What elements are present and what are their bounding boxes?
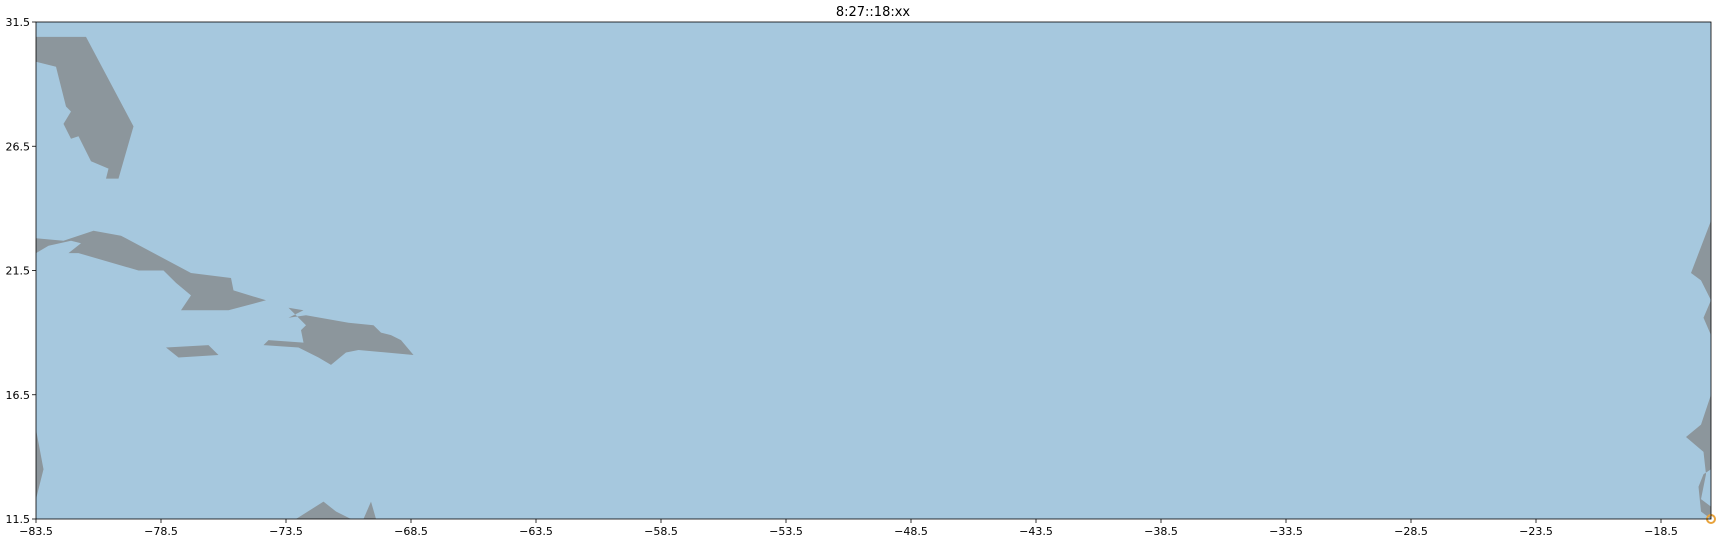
ocean-background xyxy=(36,22,1711,519)
y-tick-label: 31.5 xyxy=(6,16,31,29)
x-tick-label: −58.5 xyxy=(644,525,678,538)
x-tick-label: −48.5 xyxy=(894,525,928,538)
land-jamaica xyxy=(166,345,219,358)
land-florida xyxy=(36,36,134,179)
y-tick-label: 11.5 xyxy=(6,513,31,526)
land-colombia-coast xyxy=(296,501,351,519)
y-axis: 31.5 26.5 21.5 16.5 11.5 xyxy=(6,16,36,526)
x-tick-label: −63.5 xyxy=(519,525,553,538)
land-cuba xyxy=(36,230,266,311)
y-tick-label: 16.5 xyxy=(6,389,31,402)
x-tick-label: −28.5 xyxy=(1394,525,1428,538)
land-layer xyxy=(36,36,1711,519)
x-axis: −83.5 −78.5 −73.5 −68.5 −63.5 −58.5 −53.5 −48.5… xyxy=(19,519,1678,538)
x-tick-label: −73.5 xyxy=(269,525,303,538)
x-tick-label: −33.5 xyxy=(1269,525,1303,538)
x-tick-label: −78.5 xyxy=(144,525,178,538)
x-tick-label: −23.5 xyxy=(1519,525,1553,538)
y-tick-label: 21.5 xyxy=(6,265,31,278)
land-paraguana xyxy=(363,501,376,519)
y-tick-label: 26.5 xyxy=(6,140,31,153)
land-hispaniola xyxy=(263,307,414,365)
x-tick-label: −83.5 xyxy=(19,525,53,538)
land-west-africa xyxy=(1686,220,1711,519)
x-tick-label: −18.5 xyxy=(1644,525,1678,538)
x-tick-label: −43.5 xyxy=(1019,525,1053,538)
x-tick-label: −38.5 xyxy=(1144,525,1178,538)
x-tick-label: −53.5 xyxy=(769,525,803,538)
land-south-america xyxy=(36,429,44,500)
x-tick-label: −68.5 xyxy=(394,525,428,538)
chart-title: 8:27::18:xx xyxy=(836,5,911,20)
